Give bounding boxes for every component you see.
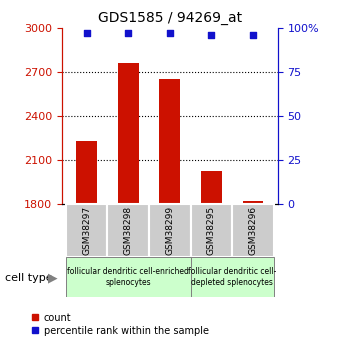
Bar [107,204,149,257]
Bar [149,204,191,257]
Text: GSM38295: GSM38295 [207,206,216,255]
Text: follicular dendritic cell-enriched
splenocytes: follicular dendritic cell-enriched splen… [67,267,189,287]
Bar [191,257,274,297]
Point [84,30,90,36]
Bar [118,63,139,204]
Legend: count, percentile rank within the sample: count, percentile rank within the sample [27,309,213,339]
Text: GSM38299: GSM38299 [165,206,174,255]
Text: cell type: cell type [5,273,53,283]
Text: GSM38297: GSM38297 [82,206,91,255]
Point [167,30,173,36]
Point [250,32,256,37]
Title: GDS1585 / 94269_at: GDS1585 / 94269_at [98,11,242,25]
Text: GSM38296: GSM38296 [248,206,257,255]
Bar [159,79,180,204]
Point [209,32,214,37]
Text: ▶: ▶ [48,271,58,284]
Bar [76,140,97,204]
Bar [66,204,107,257]
Text: follicular dendritic cell-
depleted splenocytes: follicular dendritic cell- depleted sple… [188,267,276,287]
Point [126,30,131,36]
Bar [243,200,263,204]
Bar [201,171,222,204]
Bar [232,204,274,257]
Bar [66,257,191,297]
Bar [191,204,232,257]
Text: GSM38298: GSM38298 [124,206,133,255]
